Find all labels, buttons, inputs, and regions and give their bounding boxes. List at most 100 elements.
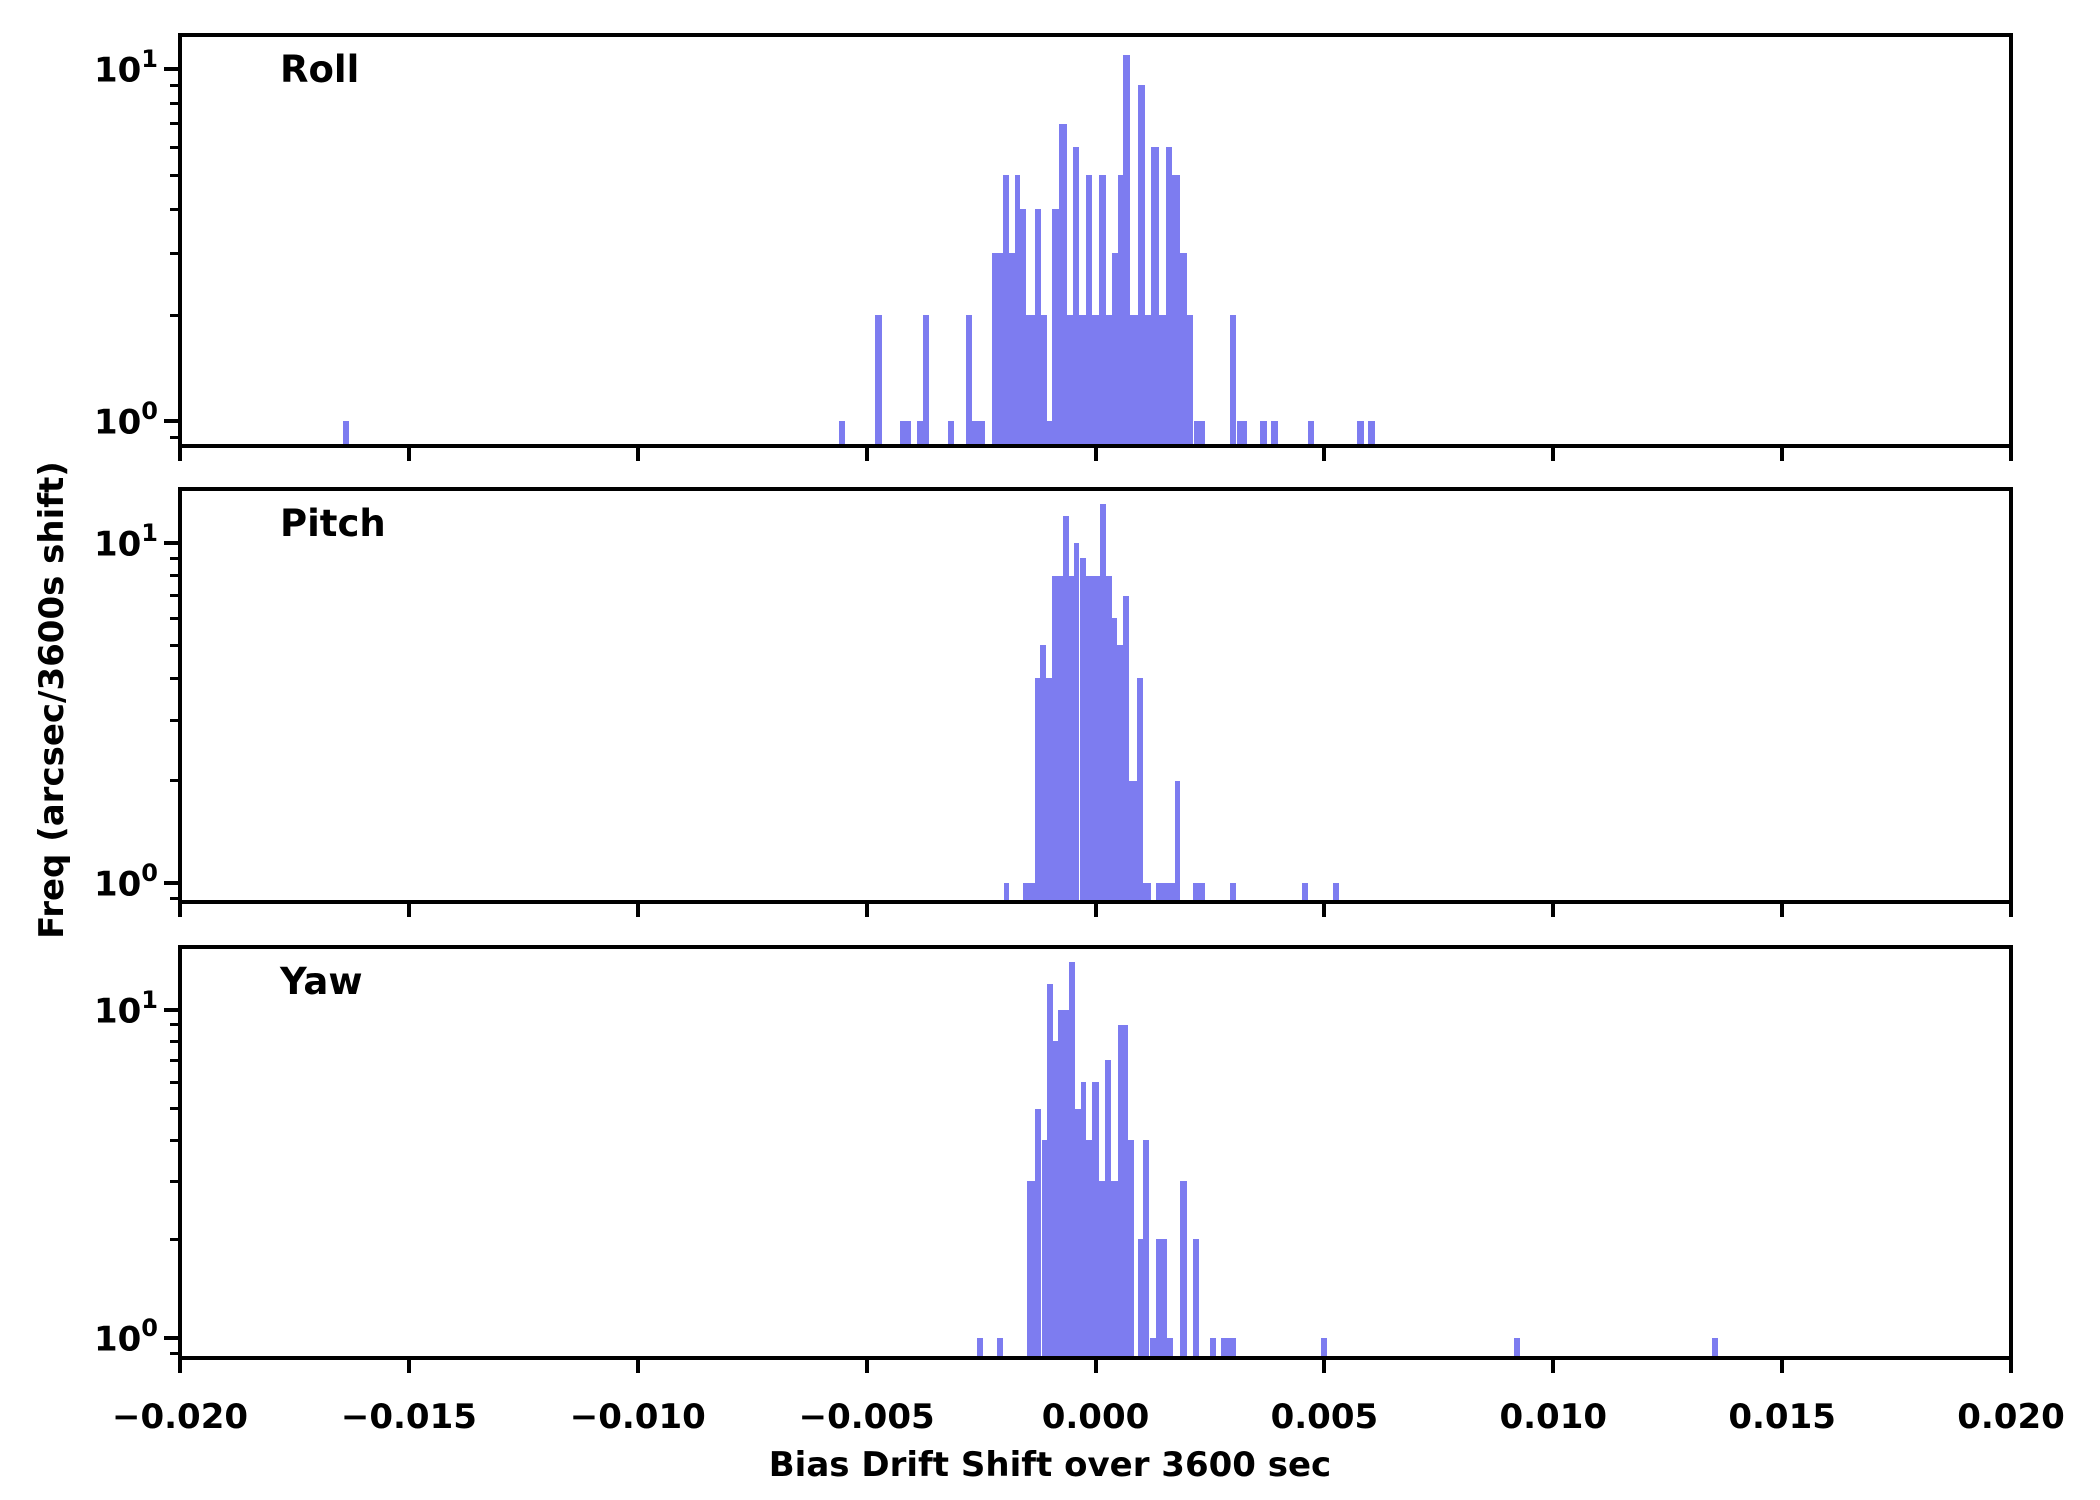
histogram-bar bbox=[1174, 780, 1180, 900]
y-minor-tick bbox=[170, 1106, 178, 1110]
x-tick bbox=[1093, 448, 1098, 461]
y-tick-label: 101 bbox=[93, 518, 158, 565]
histogram-bar bbox=[1332, 883, 1339, 900]
histogram-bar bbox=[1236, 421, 1247, 444]
histogram-bar bbox=[1193, 421, 1205, 444]
histogram-bar bbox=[1002, 175, 1010, 444]
histogram-bar bbox=[1104, 1060, 1111, 1356]
y-minor-tick bbox=[170, 313, 178, 317]
x-tick bbox=[1780, 904, 1785, 917]
y-minor-tick bbox=[170, 616, 178, 620]
y-minor-tick bbox=[170, 83, 178, 87]
x-tick bbox=[1551, 448, 1556, 461]
panel-title-pitch: Pitch bbox=[280, 502, 386, 545]
x-axis-label: Bias Drift Shift over 3600 sec bbox=[768, 1445, 1332, 1485]
histogram-bar bbox=[1034, 678, 1040, 900]
histogram-bar bbox=[923, 315, 930, 444]
bottom-spine bbox=[178, 444, 2013, 448]
y-major-tick bbox=[164, 540, 178, 545]
y-major-tick bbox=[164, 1336, 178, 1341]
histogram-bar bbox=[1122, 595, 1130, 900]
y-minor-tick bbox=[170, 1039, 178, 1043]
histogram-bar bbox=[1022, 883, 1035, 900]
histogram-bar bbox=[996, 1338, 1003, 1356]
histogram-bar bbox=[1086, 1140, 1093, 1356]
right-spine bbox=[2009, 945, 2013, 1360]
histogram-bar bbox=[1320, 1338, 1327, 1356]
histogram-bar bbox=[1116, 645, 1123, 900]
histogram-bar bbox=[1117, 175, 1124, 444]
y-minor-tick bbox=[170, 594, 178, 598]
x-tick-label: 0.020 bbox=[1957, 1397, 2065, 1437]
x-tick bbox=[864, 448, 869, 461]
x-tick bbox=[864, 1360, 869, 1373]
histogram-bar bbox=[1074, 542, 1080, 900]
x-tick bbox=[178, 904, 182, 917]
histogram-bar bbox=[1221, 1338, 1236, 1356]
histogram-bar bbox=[1075, 1108, 1082, 1356]
histogram-bar bbox=[977, 1338, 984, 1356]
histogram-bar bbox=[1123, 54, 1131, 444]
histogram-bar bbox=[1046, 421, 1052, 444]
histogram-bar bbox=[1151, 147, 1159, 444]
histogram-bar bbox=[1192, 883, 1206, 900]
histogram-bar bbox=[1172, 175, 1180, 444]
x-tick bbox=[1322, 448, 1327, 461]
histogram-bar bbox=[1711, 1338, 1718, 1356]
histogram-bar bbox=[1179, 1181, 1187, 1356]
x-tick-label: −0.015 bbox=[340, 1397, 477, 1437]
x-tick bbox=[178, 448, 182, 461]
y-major-tick bbox=[164, 67, 178, 72]
y-tick-label: 100 bbox=[93, 397, 158, 443]
histogram-bar bbox=[1186, 315, 1194, 444]
x-tick bbox=[2009, 904, 2013, 917]
histogram-bar bbox=[947, 421, 955, 444]
histogram-bar bbox=[1192, 1239, 1200, 1356]
panel-title-roll: Roll bbox=[280, 48, 360, 91]
histogram-bar bbox=[1156, 883, 1175, 900]
x-tick-label: 0.015 bbox=[1728, 1397, 1836, 1437]
histogram-bar bbox=[1079, 558, 1086, 900]
x-tick bbox=[406, 448, 411, 461]
histogram-bar bbox=[1105, 315, 1112, 444]
histogram-bar bbox=[1092, 315, 1099, 444]
histogram-bar bbox=[1110, 1181, 1119, 1356]
y-minor-tick bbox=[170, 1351, 178, 1355]
x-tick bbox=[1780, 448, 1785, 461]
histogram-bar bbox=[1099, 504, 1106, 900]
bottom-spine bbox=[178, 900, 2013, 904]
histogram-bar bbox=[1027, 1181, 1035, 1356]
histogram-bar bbox=[1127, 1140, 1135, 1356]
histogram-bar bbox=[1057, 1009, 1070, 1356]
histogram-bar bbox=[1229, 315, 1237, 444]
x-tick-label: −0.020 bbox=[111, 1397, 249, 1437]
histogram-bar bbox=[1136, 678, 1143, 900]
x-tick bbox=[406, 1360, 411, 1373]
histogram-bar bbox=[1158, 315, 1166, 444]
histogram-bar bbox=[899, 421, 912, 444]
y-minor-tick bbox=[170, 676, 178, 680]
histogram-bar bbox=[838, 421, 845, 444]
panel-title-yaw: Yaw bbox=[280, 960, 363, 1003]
y-minor-tick bbox=[170, 207, 178, 211]
y-tick-label: 101 bbox=[93, 45, 158, 91]
histogram-bar bbox=[1039, 645, 1046, 900]
histogram-bar bbox=[1051, 209, 1060, 444]
y-tick-label: 101 bbox=[93, 985, 158, 1031]
y-minor-tick bbox=[170, 779, 178, 783]
histogram-bar bbox=[1149, 1338, 1157, 1356]
histogram-bar bbox=[1062, 515, 1069, 900]
histogram-bar bbox=[1357, 421, 1364, 444]
x-tick bbox=[2009, 1360, 2013, 1373]
histogram-bar bbox=[1271, 421, 1278, 444]
x-tick-label: −0.005 bbox=[798, 1397, 935, 1437]
histogram-bar bbox=[966, 315, 973, 444]
x-tick bbox=[1551, 1360, 1556, 1373]
y-minor-tick bbox=[170, 122, 178, 126]
histogram-bar bbox=[1156, 1239, 1168, 1356]
histogram-bar bbox=[1020, 209, 1027, 444]
histogram-bar bbox=[1142, 1140, 1150, 1356]
y-minor-tick bbox=[170, 435, 178, 439]
x-tick bbox=[406, 904, 411, 917]
